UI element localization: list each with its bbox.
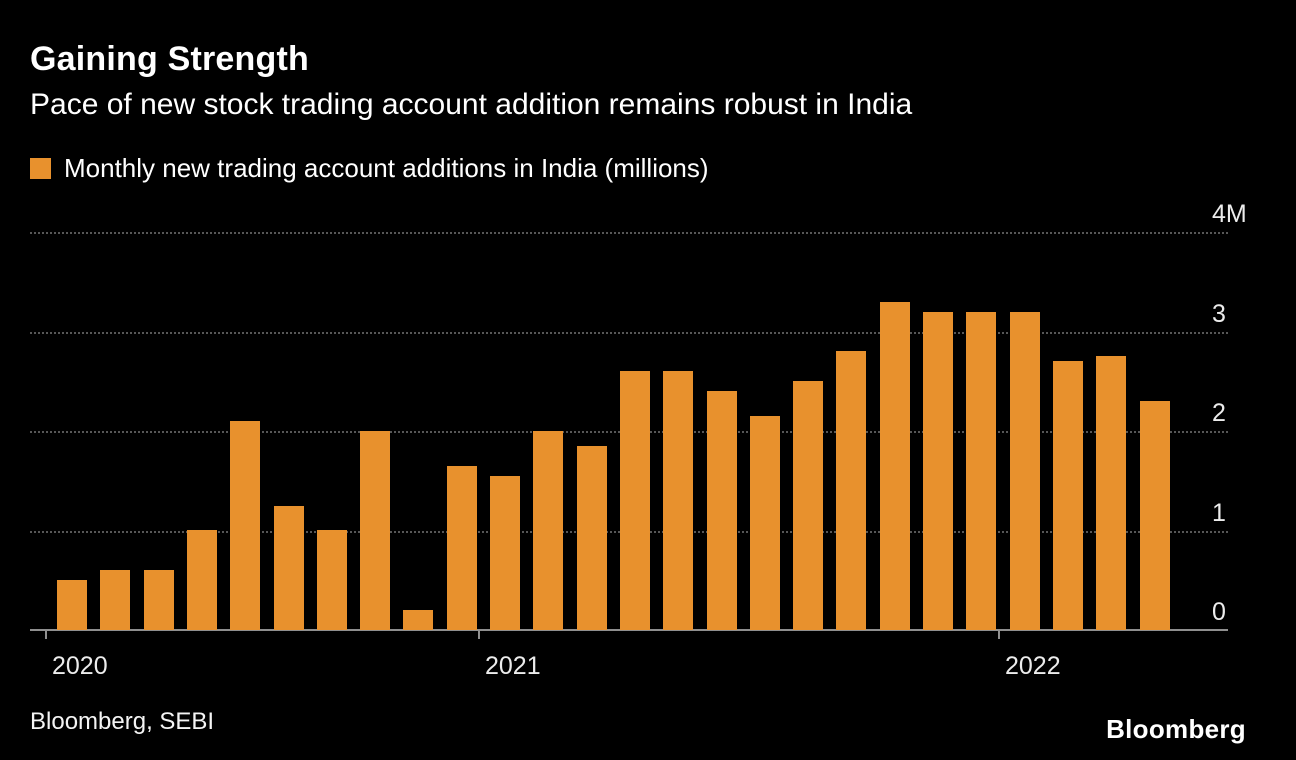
y-axis-label: 3 (1212, 300, 1226, 328)
bar (836, 351, 866, 630)
y-axis-label: 2 (1212, 399, 1226, 427)
bar (274, 506, 304, 630)
x-axis-label: 2021 (485, 652, 541, 680)
bar (100, 570, 130, 630)
bloomberg-logo: Bloomberg (1106, 714, 1246, 744)
bar (880, 302, 910, 630)
bar (707, 391, 737, 630)
bar (57, 580, 87, 630)
y-axis-label: 0 (1212, 598, 1226, 626)
bar (663, 371, 693, 630)
bar (620, 371, 650, 630)
y-axis-label: 1 (1212, 499, 1226, 527)
bar (966, 312, 996, 630)
x-axis-label: 2020 (52, 652, 108, 680)
x-axis-tick (998, 630, 1000, 639)
legend: Monthly new trading account additions in… (30, 153, 709, 184)
x-axis-label: 2022 (1005, 652, 1061, 680)
y-axis-label: 4M (1212, 200, 1247, 228)
bar (360, 431, 390, 630)
chart-subtitle: Pace of new stock trading account additi… (30, 88, 913, 121)
bar (577, 446, 607, 630)
x-axis-baseline (30, 629, 1228, 631)
bar (187, 530, 217, 630)
gridline (30, 332, 1228, 334)
bar (1053, 361, 1083, 630)
bar (750, 416, 780, 630)
bar (1096, 356, 1126, 630)
bar (1140, 401, 1170, 630)
source-note: Bloomberg, SEBI (30, 708, 215, 735)
bar (793, 381, 823, 630)
bar (403, 610, 433, 630)
bar (230, 421, 260, 630)
x-axis-tick (45, 630, 47, 639)
x-axis-tick (478, 630, 480, 639)
bar (490, 476, 520, 630)
bar (144, 570, 174, 630)
bar (447, 466, 477, 630)
bar (923, 312, 953, 630)
bar (317, 530, 347, 630)
legend-swatch (30, 158, 51, 179)
bar (533, 431, 563, 630)
chart-title: Gaining Strength (30, 40, 309, 78)
legend-label: Monthly new trading account additions in… (64, 153, 709, 183)
bar (1010, 312, 1040, 630)
gridline (30, 232, 1228, 234)
